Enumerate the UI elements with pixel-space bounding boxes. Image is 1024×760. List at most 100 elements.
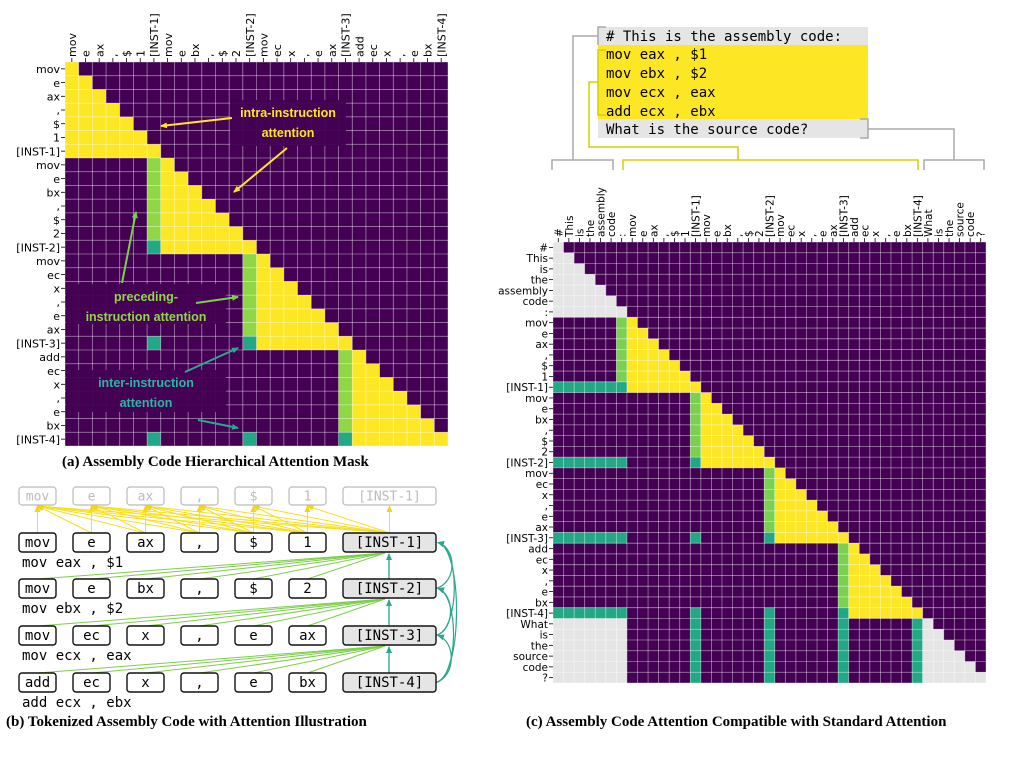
panel-c-cell	[679, 510, 691, 522]
panel-c-row-label: mov	[525, 468, 548, 480]
panel-c-cell	[964, 639, 976, 651]
panel-c-cell	[890, 263, 902, 275]
ghost-token-text: [INST-1]	[358, 490, 421, 505]
panel-c-cell	[595, 543, 606, 554]
panel-c-cell	[648, 564, 659, 576]
panel-a-cell	[188, 144, 202, 158]
panel-c-cell	[943, 252, 955, 264]
panel-c-cell	[711, 586, 722, 597]
panel-c-cell	[648, 371, 659, 382]
panel-c-cell	[553, 274, 564, 286]
panel-c-cell	[817, 510, 828, 522]
panel-c-cell	[806, 328, 818, 339]
panel-c-cell	[764, 317, 775, 329]
panel-a-cell	[92, 199, 107, 213]
panel-a-cell	[434, 404, 448, 419]
panel-c-cell	[933, 414, 944, 425]
panel-c-cell	[890, 553, 902, 565]
panel-c: # This is the assembly code:mov eax , $1…	[498, 26, 988, 685]
panel-c-cell	[616, 607, 627, 619]
panel-c-cell	[795, 661, 807, 673]
panel-c-cell	[553, 575, 564, 587]
panel-c-row-label: e	[542, 328, 548, 340]
panel-a-cell	[174, 89, 189, 104]
panel-a-cell	[229, 363, 243, 378]
panel-c-cell	[795, 543, 807, 554]
panel-c-cell	[658, 607, 670, 619]
panel-c-cell	[679, 274, 691, 286]
panel-c-cell	[679, 532, 691, 544]
panel-a-cell	[147, 322, 161, 337]
token: e	[72, 532, 111, 553]
panel-c-cell	[563, 371, 575, 382]
panel-c-cell	[954, 650, 965, 662]
panel-a-cell	[311, 295, 325, 309]
panel-c-cell	[616, 564, 627, 576]
token-box	[180, 532, 219, 553]
panel-c-cell	[764, 510, 775, 522]
panel-a-cell	[379, 240, 394, 254]
panel-c-col-label: mov	[701, 214, 713, 237]
panel-c-cell	[584, 435, 596, 447]
panel-c-cell	[595, 414, 606, 425]
panel-c-cell	[827, 424, 839, 436]
panel-a-cell	[147, 254, 161, 268]
panel-a-cell	[174, 185, 189, 200]
panel-c-cell	[912, 242, 923, 253]
panel-c-cell	[626, 661, 638, 673]
panel-a-cell	[174, 171, 189, 186]
panel-c-cell	[806, 586, 818, 597]
panel-c-cell	[795, 349, 807, 361]
panel-a-cell	[311, 350, 325, 364]
panel-c-cell	[679, 607, 691, 619]
panel-c-cell	[732, 328, 744, 339]
panel-c-cell	[553, 317, 564, 329]
panel-c-cell	[669, 349, 680, 361]
panel-a-cell	[379, 62, 394, 76]
panel-c-cell	[743, 392, 754, 404]
panel-c-cell	[563, 274, 575, 286]
panel-a-cell	[406, 199, 421, 213]
panel-a-cell	[283, 212, 298, 227]
intra-attention-edge	[252, 504, 390, 534]
panel-c-cell	[574, 317, 585, 329]
panel-a-cell	[324, 404, 339, 419]
panel-a-cell	[365, 171, 380, 186]
panel-a-cell	[242, 199, 257, 213]
panel-c-cell	[806, 424, 818, 436]
panel-c-cell	[943, 639, 955, 651]
panel-c-cell	[584, 295, 596, 307]
panel-c-cell	[595, 338, 606, 350]
panel-a-cell	[283, 89, 298, 104]
panel-c-cell	[584, 467, 596, 479]
panel-c-cell	[753, 586, 765, 597]
ghost-token-box	[126, 486, 165, 506]
panel-c-cell	[700, 349, 712, 361]
panel-a-cell	[406, 377, 421, 392]
panel-c-cell	[637, 392, 649, 404]
panel-c-cell	[753, 274, 765, 286]
panel-a-cell	[133, 432, 148, 446]
panel-c-cell	[912, 532, 923, 544]
panel-a-cell	[338, 418, 353, 433]
panel-c-cell	[922, 467, 934, 479]
panel-c-cell	[605, 650, 617, 662]
panel-c-cell	[605, 446, 617, 458]
panel-a-cell	[283, 363, 298, 378]
panel-a-cell	[270, 281, 284, 296]
panel-c-cell	[880, 629, 891, 640]
panel-c-cell	[658, 521, 670, 533]
panel-a-cell	[406, 322, 421, 337]
panel-c-cell	[922, 424, 934, 436]
panel-c-cell	[637, 500, 649, 511]
panel-c-cell	[700, 381, 712, 393]
panel-c-cell	[753, 489, 765, 501]
panel-c-cell	[637, 467, 649, 479]
panel-a-cell	[283, 199, 298, 213]
panel-c-cell	[806, 618, 818, 630]
panel-c-cell	[626, 285, 638, 296]
panel-a-cell	[434, 350, 448, 364]
panel-a-col-label: mov	[258, 33, 271, 57]
panel-c-cell	[901, 553, 913, 565]
panel-a-row-label: 1	[53, 132, 60, 145]
